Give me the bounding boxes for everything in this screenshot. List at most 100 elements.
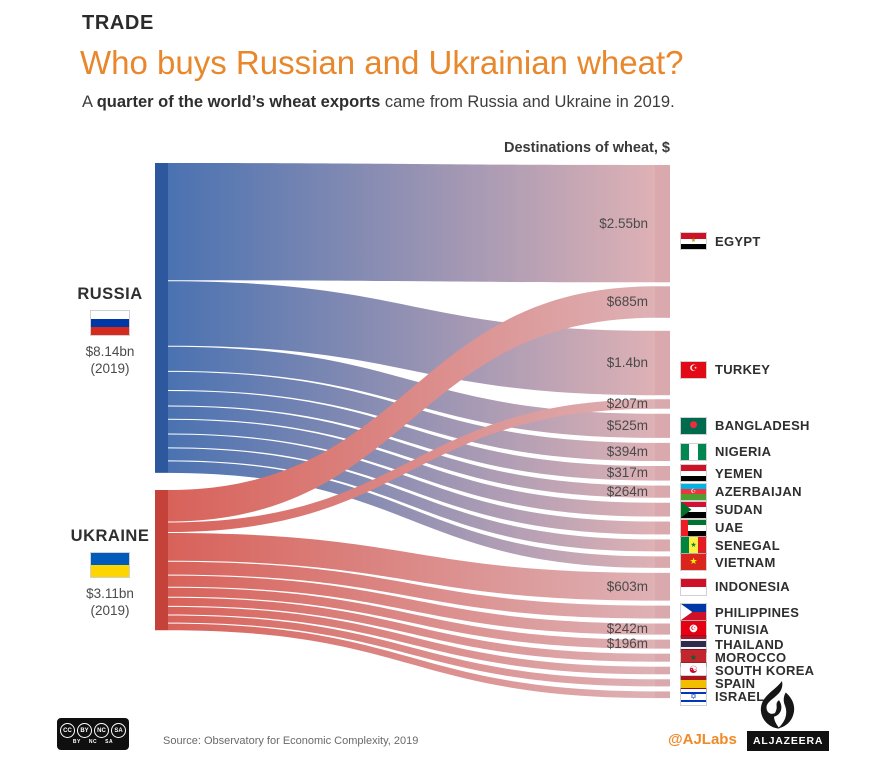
destination-node-egypt (655, 165, 670, 283)
chart-title: Destinations of wheat, $ (504, 140, 670, 156)
tunisia-flag-icon: ● ☪ (681, 621, 706, 638)
yemen-flag-icon (681, 465, 706, 482)
destination-node-senegal (655, 539, 670, 552)
destination-label: UAE (715, 520, 744, 536)
destination-label: PHILIPPINES (715, 604, 800, 620)
flow-ukraine-tunisia (168, 575, 655, 635)
flow-ukraine-indonesia (168, 533, 655, 601)
turkey-flag-icon: ☪ (681, 361, 706, 378)
destination-row-nigeria: NIGERIA (681, 443, 771, 460)
senegal-flag-icon: ★ (681, 537, 706, 554)
destination-row-senegal: ★ SENEGAL (681, 537, 780, 554)
source-label: RUSSIA (77, 284, 143, 303)
flow-value-russia-nigeria: $394m (606, 443, 648, 459)
destination-label: MOROCCO (715, 650, 787, 666)
source-node-ukraine (155, 490, 168, 631)
destination-row-sudan: SUDAN (681, 501, 763, 518)
flow-russia-yemen (168, 390, 655, 481)
egypt-flag-icon: ★ (681, 233, 706, 250)
flow-ukraine-south-korea (168, 606, 655, 675)
source-label: UKRAINE (70, 527, 150, 546)
destination-row-uae: UAE (681, 519, 743, 536)
cc-by-icon: BY (77, 723, 92, 738)
page-title: Who buys Russian and Ukrainian wheat? (80, 44, 684, 81)
south-korea-flag-icon: ☯ (681, 662, 706, 679)
destination-row-tunisia: ● ☪ TUNISIA (681, 621, 769, 638)
destination-label: THAILAND (715, 636, 784, 652)
destination-node-egypt (655, 286, 670, 318)
destination-row-yemen: YEMEN (681, 465, 763, 482)
source-note: Source: Observatory for Economic Complex… (163, 735, 419, 747)
destination-label: SENEGAL (715, 537, 780, 553)
destination-row-turkey: ☪ TURKEY (681, 361, 770, 378)
flow-russia-turkey (168, 281, 655, 396)
flow-value-russia-yemen: $317m (606, 465, 648, 481)
destination-node-vietnam (655, 556, 670, 568)
uae-flag-icon (681, 519, 706, 536)
destination-label: EGYPT (715, 233, 761, 249)
flow-value-ukraine-turkey: $207m (606, 395, 648, 411)
destination-label: AZERBAIJAN (715, 484, 802, 500)
destination-row-azerbaijan: ☪ AZERBAIJAN (681, 483, 802, 500)
destination-node-turkey (655, 399, 670, 409)
flow-ukraine-spain (168, 615, 655, 687)
nigeria-flag-icon (681, 443, 706, 460)
cc-license-caption: BY NC SA (73, 739, 113, 745)
cc-cc-icon: CC (60, 723, 75, 738)
flow-russia-azerbaijan (168, 406, 655, 498)
destination-label: VIETNAM (715, 554, 776, 570)
destination-row-vietnam: ★ VIETNAM (681, 554, 776, 571)
flow-value-ukraine-tunisia: $242m (606, 621, 648, 637)
source-block-ukraine: UKRAINE $3.11bn (2019) (45, 527, 175, 619)
flow-ukraine-egypt (168, 286, 655, 522)
destination-node-turkey (655, 330, 670, 396)
aljazeera-flame-logo-icon (760, 680, 795, 729)
sudan-flag-icon (681, 501, 706, 518)
destination-node-nigeria (655, 442, 670, 462)
subtitle-suffix: came from Russia and Ukraine in 2019. (380, 93, 675, 111)
flow-ukraine-turkey (168, 399, 655, 533)
bangladesh-flag-icon: ● (681, 417, 706, 434)
flow-ukraine-israel (168, 623, 655, 699)
destination-label: ISRAEL (715, 689, 765, 705)
destination-node-indonesia (655, 572, 670, 601)
subtitle-prefix: A (82, 93, 97, 111)
destination-label: INDONESIA (715, 579, 790, 595)
destination-row-philippines: PHILIPPINES (681, 604, 799, 621)
flow-russia-egypt (168, 163, 655, 283)
cc-license-badge: CC BY NC SA BY NC SA (57, 718, 129, 750)
kicker: TRADE (82, 12, 154, 34)
destination-row-bangladesh: ● BANGLADESH (681, 417, 810, 434)
destination-row-indonesia: INDONESIA (681, 578, 790, 595)
destination-node-morocco (655, 653, 670, 662)
destination-node-yemen (655, 466, 670, 481)
flow-value-russia-egypt: $2.55bn (599, 215, 648, 231)
destination-node-tunisia (655, 623, 670, 635)
destination-label: YEMEN (715, 465, 763, 481)
destination-label: NIGERIA (715, 444, 772, 460)
flow-value-ukraine-egypt: $685m (606, 294, 648, 310)
flow-ukraine-philippines (168, 561, 655, 619)
destination-node-spain (655, 679, 670, 687)
destination-node-thailand (655, 639, 670, 649)
destination-label: TURKEY (715, 362, 771, 378)
brand-wordmark: ALJAZEERA (747, 731, 830, 751)
russia-flag-icon (91, 310, 129, 335)
destination-label: BANGLADESH (715, 418, 810, 434)
destination-row-israel: ✡ ISRAEL (681, 688, 764, 705)
flow-value-russia-turkey: $1.4bn (606, 355, 648, 370)
flow-value-ukraine-indonesia: $603m (606, 578, 648, 594)
flow-value-russia-bangladesh: $525m (606, 417, 648, 433)
destination-row-south-korea: ☯ SOUTH KOREA (681, 662, 814, 679)
cc-sa-icon: SA (111, 723, 126, 738)
subtitle: A quarter of the world’s wheat exports c… (82, 93, 675, 112)
indonesia-flag-icon (681, 578, 706, 595)
cc-caption-nc: NC (88, 739, 98, 745)
subtitle-bold: quarter of the world’s wheat exports (96, 93, 381, 111)
philippines-flag-icon (681, 604, 706, 621)
source-total: $3.11bn (2019) (86, 586, 134, 619)
destination-node-philippines (655, 605, 670, 619)
flow-russia-senegal (168, 448, 655, 552)
